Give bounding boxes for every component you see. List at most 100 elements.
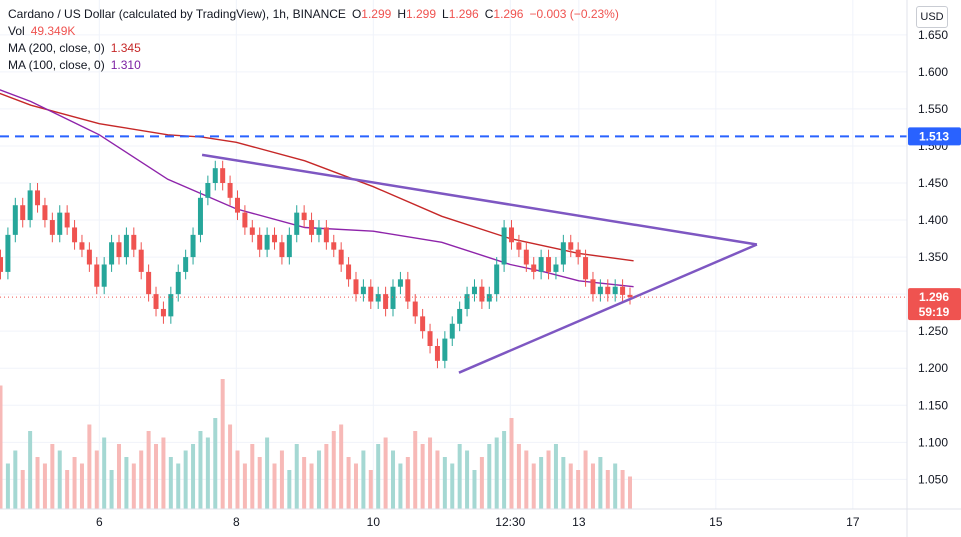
candle-body bbox=[449, 323, 455, 339]
volume-bar bbox=[620, 470, 625, 509]
volume-bar bbox=[235, 450, 240, 509]
volume-bar bbox=[35, 457, 40, 509]
candle-body bbox=[123, 234, 129, 258]
legend-symbol-row: Cardano / US Dollar (calculated by Tradi… bbox=[8, 6, 619, 23]
ma100-label: MA (100, close, 0) bbox=[8, 58, 105, 72]
candle-body bbox=[383, 294, 389, 309]
candle-body bbox=[590, 279, 596, 295]
volume-bar bbox=[420, 444, 425, 509]
volume-bars bbox=[0, 379, 632, 509]
candle-body bbox=[116, 242, 122, 258]
volume-bar bbox=[605, 470, 610, 509]
x-tick-label: 12:30 bbox=[495, 515, 525, 529]
volume-bar bbox=[213, 418, 218, 509]
candle-body bbox=[620, 286, 626, 295]
volume-bar bbox=[316, 450, 321, 509]
candle-body bbox=[331, 242, 337, 250]
candle-body bbox=[86, 249, 92, 265]
candle-body bbox=[338, 249, 344, 265]
y-tick-label: 1.250 bbox=[918, 324, 948, 338]
price-change: −0.003 (−0.23%) bbox=[529, 7, 619, 21]
currency-button[interactable]: USD bbox=[916, 6, 948, 28]
candle-body bbox=[279, 242, 285, 258]
volume-bar bbox=[361, 450, 366, 509]
volume-bar bbox=[391, 450, 396, 509]
volume-bar bbox=[539, 457, 544, 509]
volume-bar bbox=[339, 424, 344, 509]
candle-body bbox=[42, 205, 48, 221]
volume-bar bbox=[628, 476, 632, 509]
volume-bar bbox=[413, 431, 418, 509]
candle-body bbox=[57, 212, 63, 235]
volume-bar bbox=[87, 424, 92, 509]
ohlc-low: L1.296 bbox=[442, 7, 479, 21]
volume-bar bbox=[405, 457, 410, 509]
candle-body bbox=[197, 197, 203, 235]
candle-body bbox=[101, 264, 107, 287]
x-tick-label: 13 bbox=[572, 515, 586, 529]
x-tick-label: 15 bbox=[709, 515, 723, 529]
legend-ma100-row[interactable]: MA (100, close, 0) 1.310 bbox=[8, 57, 619, 74]
candle-body bbox=[575, 249, 581, 258]
volume-bar bbox=[20, 470, 25, 509]
volume-bar bbox=[516, 444, 521, 509]
volume-bar bbox=[257, 457, 262, 509]
candle-body bbox=[286, 234, 292, 258]
y-tick-label: 1.550 bbox=[918, 102, 948, 116]
candlesticks bbox=[0, 160, 633, 369]
x-tick-label: 10 bbox=[367, 515, 381, 529]
candle-body bbox=[420, 316, 426, 332]
volume-bar bbox=[250, 444, 255, 509]
candle-body bbox=[509, 227, 515, 243]
trendline-lower[interactable] bbox=[458, 243, 758, 374]
candle-body bbox=[568, 242, 574, 250]
candle-body bbox=[553, 264, 559, 272]
symbol-title[interactable]: Cardano / US Dollar (calculated by Tradi… bbox=[8, 7, 346, 21]
ma200-path bbox=[0, 92, 634, 262]
y-tick-label: 1.450 bbox=[918, 176, 948, 190]
volume-bar bbox=[42, 463, 47, 509]
volume-bar bbox=[353, 463, 358, 509]
y-tick-label: 1.600 bbox=[918, 65, 948, 79]
candle-body bbox=[146, 271, 152, 295]
trendline-upper[interactable] bbox=[201, 153, 758, 246]
candle-body bbox=[190, 234, 196, 258]
candle-body bbox=[79, 242, 85, 250]
candle-body bbox=[0, 257, 3, 272]
candle-body bbox=[12, 205, 18, 235]
volume-bar bbox=[502, 431, 507, 509]
candle-body bbox=[220, 168, 226, 183]
chart-grid bbox=[0, 0, 907, 509]
volume-bar bbox=[583, 450, 588, 509]
volume-bar bbox=[146, 431, 151, 509]
volume-bar bbox=[205, 437, 210, 509]
hline-badge-text: 1.513 bbox=[919, 129, 949, 143]
candle-body bbox=[368, 286, 374, 302]
candle-body bbox=[583, 257, 589, 280]
candle-body bbox=[390, 286, 396, 309]
ohlc-high: H1.299 bbox=[397, 7, 437, 21]
y-tick-label: 1.350 bbox=[918, 250, 948, 264]
candle-body bbox=[205, 183, 211, 198]
volume-bar bbox=[494, 437, 499, 509]
trendlines[interactable] bbox=[201, 153, 758, 374]
candle-body bbox=[471, 286, 477, 295]
legend-ma200-row[interactable]: MA (200, close, 0) 1.345 bbox=[8, 40, 619, 57]
chart-legend: Cardano / US Dollar (calculated by Tradi… bbox=[8, 6, 619, 74]
candle-body bbox=[523, 249, 529, 265]
volume-bar bbox=[131, 463, 136, 509]
legend-volume-row[interactable]: Vol 49.349K bbox=[8, 23, 619, 40]
candle-body bbox=[605, 286, 611, 295]
y-tick-label: 1.200 bbox=[918, 361, 948, 375]
volume-bar bbox=[72, 457, 77, 509]
candle-body bbox=[27, 190, 33, 221]
y-tick-label: 1.050 bbox=[918, 472, 948, 486]
ma200-label: MA (200, close, 0) bbox=[8, 41, 105, 55]
volume-bar bbox=[116, 444, 121, 509]
volume-bar bbox=[65, 470, 70, 509]
volume-bar bbox=[576, 470, 581, 509]
candle-body bbox=[301, 212, 307, 221]
